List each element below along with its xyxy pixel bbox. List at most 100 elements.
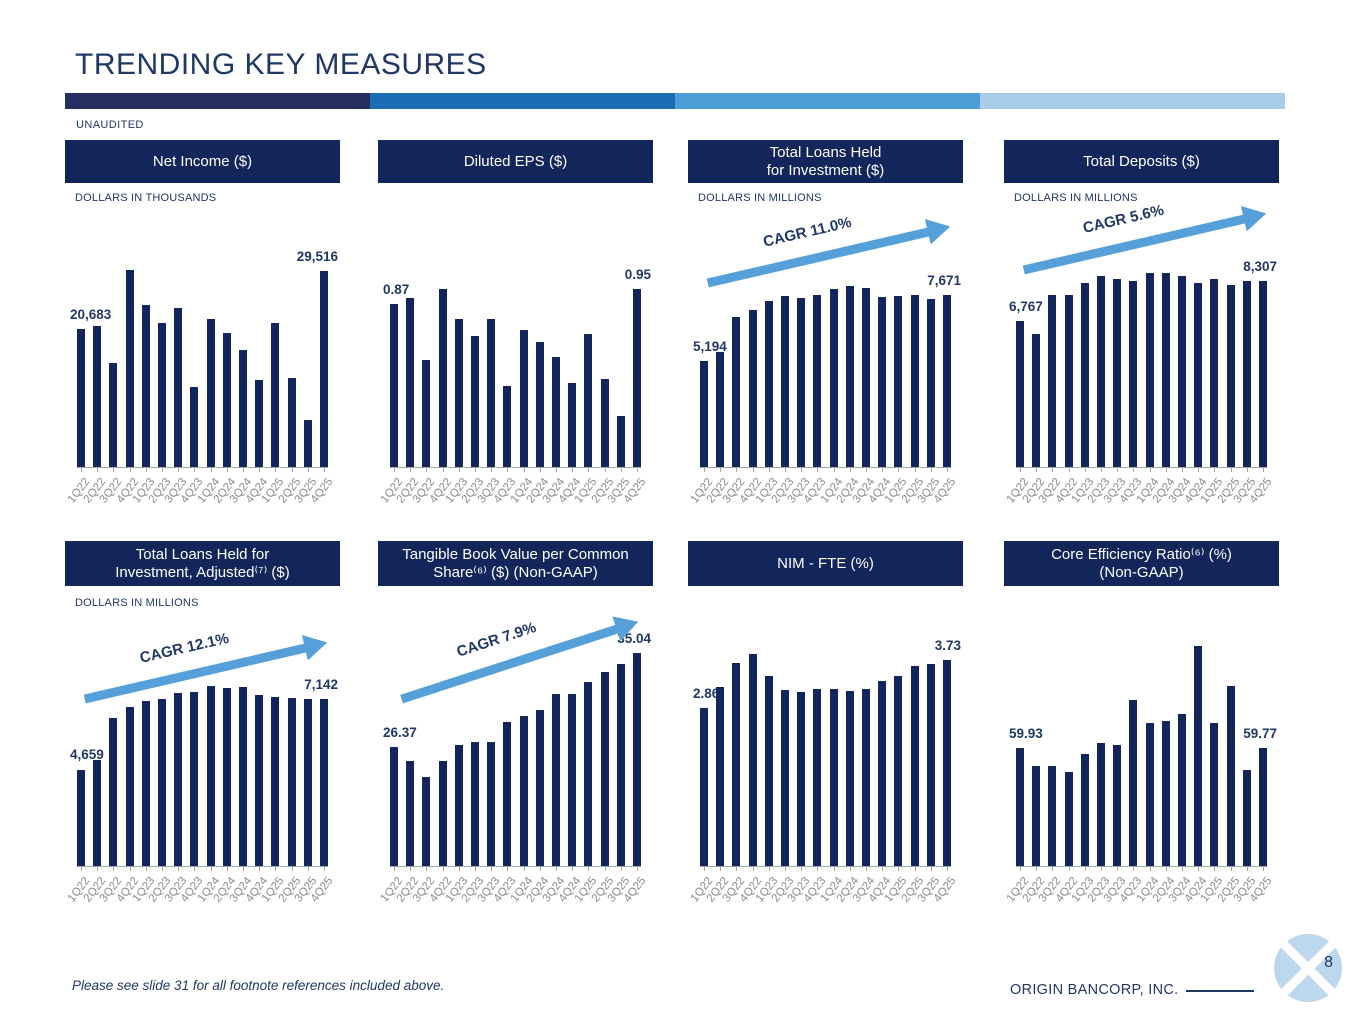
bar [1016,321,1024,467]
bar [1226,686,1235,866]
bar [239,687,247,866]
cagr-arrow: CAGR 11.0% [698,192,954,295]
bar [748,310,757,467]
axis-tick [882,866,884,871]
bar [320,270,328,467]
bar [535,709,544,866]
axis-tick [1101,866,1102,871]
axis-tick [162,866,163,871]
bar [1259,280,1267,467]
bar [141,700,150,866]
axis-tick [785,866,786,871]
bar [271,696,280,866]
bar [1129,700,1138,866]
axis-tick [752,467,754,472]
axis-tick [1036,467,1038,472]
bar [568,382,577,467]
bar [616,416,625,467]
bar [943,660,951,866]
axis-tick [620,866,622,871]
axis-tick [97,467,99,472]
axis-tick [539,866,541,871]
accent-segment-1 [65,93,370,109]
axis-tick [914,467,916,472]
bar [1080,753,1089,866]
axis-tick [801,467,803,472]
unaudited-label: UNAUDITED [76,119,144,131]
axis-tick [1182,467,1183,472]
value-label-first: 59.93 [1009,725,1043,741]
axis-tick [394,866,395,871]
x-axis: 1Q22 2Q22 3Q22 4Q22 1Q23 2Q23 3Q23 4Q23 1Q24 2Q24… [689,866,958,924]
axis-tick [1246,467,1248,472]
axis-tick [194,866,196,871]
axis-tick [768,866,770,871]
bar [878,681,887,866]
bar [910,665,919,866]
axis-tick [81,866,82,871]
axis-tick [556,866,557,871]
axis-tick [1117,866,1119,871]
chart-units-label: DOLLARS IN MILLIONS [1014,192,1138,204]
axis-tick [720,467,722,472]
axis-tick [243,467,244,472]
bar [1210,279,1219,467]
axis-tick [442,866,444,871]
bar [471,741,479,866]
bar [764,676,773,866]
value-label-first: 2.86 [693,686,720,702]
bar [894,676,903,866]
bar [1113,279,1122,467]
chart-units-label: DOLLARS IN MILLIONS [698,192,822,204]
axis-tick [1036,866,1038,871]
x-axis: 1Q22 2Q22 3Q22 4Q22 1Q23 2Q23 3Q23 4Q23 1Q24 2Q24… [379,467,648,525]
bar [1178,276,1186,467]
axis-tick [162,467,163,472]
axis-tick [817,467,819,472]
chart-header: Total Deposits ($) [1004,140,1279,183]
x-axis: 1Q22 2Q22 3Q22 4Q22 1Q23 2Q23 3Q23 4Q23 1Q24 2Q24… [379,866,648,924]
axis-tick [736,866,738,871]
axis-tick [178,866,180,871]
axis-tick [572,467,574,472]
axis-tick [588,866,590,871]
accent-segment-4 [980,93,1285,109]
axis-tick [1101,467,1102,472]
axis-tick [458,866,460,871]
chart-plot: 5,194 7,671 CAGR 11.0% [693,213,961,468]
bar [471,335,479,467]
bar [271,322,280,467]
axis-tick [556,467,557,472]
bar [320,698,328,866]
bar [93,325,102,467]
bar [438,289,447,467]
axis-tick [442,467,444,472]
bar [616,663,625,866]
axis-tick [259,467,261,472]
bar [287,697,296,866]
bar [1161,721,1170,866]
chart-header: NIM - FTE (%) [688,541,963,586]
axis-tick [507,866,509,871]
axis-tick [768,467,770,472]
company-name: ORIGIN BANCORP, INC. [1010,982,1255,998]
value-label-last: 8,307 [1243,258,1277,274]
bar [813,689,822,866]
axis-tick [1263,866,1264,871]
bar [1032,766,1041,866]
chart-units-label: DOLLARS IN THOUSANDS [75,192,217,204]
axis-tick [507,467,509,472]
bar [1080,283,1089,467]
axis-tick [1198,467,1200,472]
axis-tick [637,866,638,871]
axis-tick [1133,866,1135,871]
bar [943,295,951,467]
axis-tick [833,467,835,472]
chart-card-nim-fte: NIM - FTE (%) 2.86 3.73 1Q22 2Q22 3Q22 4Q22… [688,541,963,936]
axis-tick [210,467,212,472]
axis-tick [947,866,948,871]
bar [390,304,398,467]
accent-segment-3 [675,93,980,109]
bar [519,716,528,866]
